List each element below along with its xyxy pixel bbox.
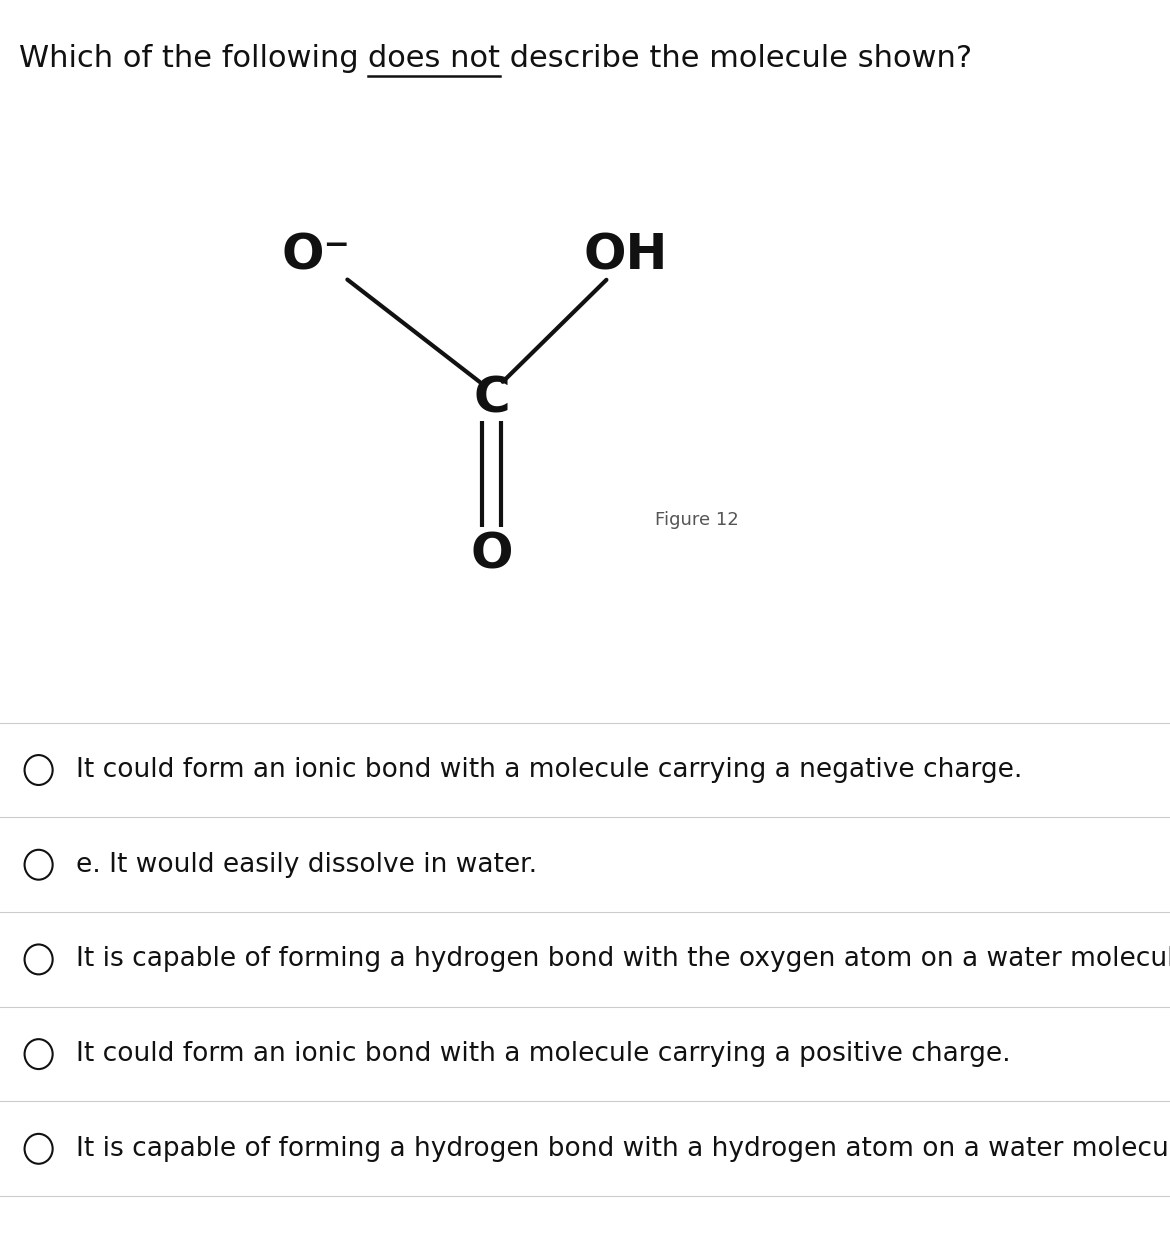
Text: It could form an ionic bond with a molecule carrying a positive charge.: It could form an ionic bond with a molec…	[76, 1042, 1011, 1067]
Text: O⁻: O⁻	[282, 232, 350, 279]
Text: Which of the following: Which of the following	[19, 44, 369, 72]
Text: e. It would easily dissolve in water.: e. It would easily dissolve in water.	[76, 852, 537, 877]
Text: Figure 12: Figure 12	[655, 511, 739, 528]
Text: does not: does not	[369, 44, 500, 72]
Text: It is capable of forming a hydrogen bond with the oxygen atom on a water molecul: It is capable of forming a hydrogen bond…	[76, 947, 1170, 972]
Text: C: C	[473, 375, 510, 422]
Text: describe the molecule shown?: describe the molecule shown?	[500, 44, 972, 72]
Text: O: O	[470, 531, 512, 578]
Text: It is capable of forming a hydrogen bond with a hydrogen atom on a water molecul: It is capable of forming a hydrogen bond…	[76, 1136, 1170, 1161]
Text: It could form an ionic bond with a molecule carrying a negative charge.: It could form an ionic bond with a molec…	[76, 758, 1023, 782]
Text: OH: OH	[584, 232, 668, 279]
